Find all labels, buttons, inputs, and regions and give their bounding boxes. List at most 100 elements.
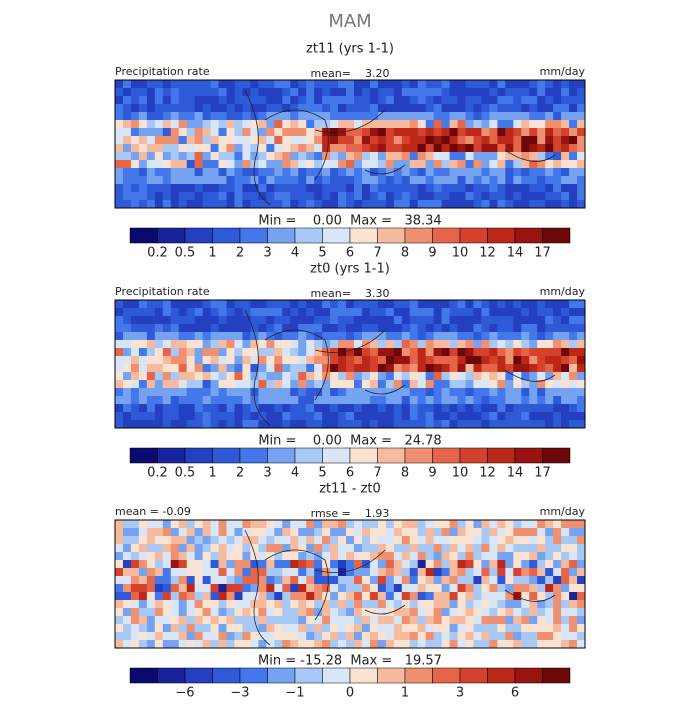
- map-cell: [369, 576, 379, 585]
- map-cell: [353, 184, 363, 193]
- map-cell: [457, 380, 467, 389]
- map-cell: [377, 104, 387, 113]
- map-cell: [146, 88, 156, 97]
- map-cell: [346, 160, 355, 169]
- map-cell: [553, 364, 562, 373]
- map-cell: [346, 104, 355, 113]
- map-cell: [353, 192, 363, 201]
- colorbar-box: [432, 667, 461, 684]
- map-cell: [465, 88, 474, 97]
- map-cell: [497, 200, 506, 209]
- map-cell: [433, 80, 443, 89]
- map-cell: [162, 348, 172, 357]
- map-cell: [170, 600, 180, 609]
- map-cell: [306, 168, 315, 177]
- map-cell: [154, 152, 164, 161]
- map-cell: [122, 348, 132, 357]
- map-cell: [322, 536, 331, 545]
- map-cell: [529, 520, 538, 529]
- map-cell: [282, 624, 291, 633]
- map-cell: [545, 104, 554, 113]
- map-cell: [465, 80, 474, 89]
- map-cell: [561, 560, 570, 569]
- map-cell: [417, 184, 427, 193]
- map-cell: [545, 632, 554, 641]
- map-cell: [122, 200, 132, 209]
- map-cell: [561, 120, 570, 129]
- map-cell: [473, 520, 482, 529]
- map-cell: [298, 96, 307, 105]
- map-cell: [377, 584, 387, 593]
- map-cell: [178, 144, 188, 153]
- map-cell: [322, 136, 331, 145]
- map-cell: [473, 576, 482, 585]
- map-cell: [115, 88, 124, 97]
- map-cell: [266, 316, 275, 325]
- map-cell: [465, 544, 474, 553]
- map-cell: [258, 128, 267, 137]
- map-cell: [314, 364, 323, 373]
- map-cell: [218, 544, 228, 553]
- map-cell: [377, 340, 387, 349]
- map-cell: [338, 592, 347, 601]
- map-cell: [481, 608, 490, 617]
- map-cell: [154, 192, 164, 201]
- map-cell: [521, 404, 530, 413]
- map-cell: [346, 308, 355, 317]
- map-cell: [138, 300, 148, 309]
- map-cell: [138, 112, 148, 121]
- map-cell: [449, 316, 459, 325]
- map-cell: [218, 388, 228, 397]
- map-cell: [537, 128, 546, 137]
- map-cell: [290, 528, 299, 537]
- map-cell: [322, 404, 331, 413]
- map-cell: [122, 584, 132, 593]
- map-cell: [521, 632, 530, 641]
- map-cell: [545, 544, 554, 553]
- map-cell: [346, 420, 355, 429]
- map-cell: [338, 584, 347, 593]
- map-cell: [569, 600, 578, 609]
- map-cell: [178, 592, 188, 601]
- map-cell: [210, 404, 220, 413]
- map-cell: [154, 348, 164, 357]
- map-cell: [537, 324, 546, 333]
- map-cell: [226, 308, 235, 317]
- map-cell: [393, 420, 403, 429]
- panel-title: zt11 (yrs 1-1): [306, 42, 394, 57]
- map-cell: [266, 404, 275, 413]
- map-cell: [409, 568, 419, 577]
- map-cell: [409, 592, 419, 601]
- map-cell: [489, 388, 498, 397]
- map-cell: [322, 600, 331, 609]
- map-cell: [330, 552, 339, 561]
- map-cell: [210, 552, 220, 561]
- map-cell: [298, 616, 307, 625]
- map-cell: [210, 396, 220, 405]
- map-cell: [433, 128, 443, 137]
- map-cell: [154, 364, 164, 373]
- map-cell: [417, 348, 427, 357]
- map-cell: [178, 528, 188, 537]
- map-cell: [569, 176, 578, 185]
- map-cell: [577, 168, 586, 177]
- map-cell: [306, 136, 315, 145]
- map-cell: [425, 308, 435, 317]
- map-cell: [417, 396, 427, 405]
- map-cell: [115, 388, 124, 397]
- map-cell: [361, 600, 371, 609]
- colorbar-label: 10: [452, 466, 469, 481]
- map-cell: [513, 372, 522, 381]
- map-cell: [178, 128, 188, 137]
- map-cell: [393, 624, 403, 633]
- map-cell: [170, 316, 180, 325]
- map-cell: [306, 536, 315, 545]
- map-cell: [465, 600, 474, 609]
- map-cell: [210, 600, 220, 609]
- map-cell: [154, 324, 164, 333]
- map-cell: [521, 340, 530, 349]
- map-cell: [298, 168, 307, 177]
- map-cell: [226, 160, 235, 169]
- map-cell: [290, 176, 299, 185]
- map-cell: [505, 80, 514, 89]
